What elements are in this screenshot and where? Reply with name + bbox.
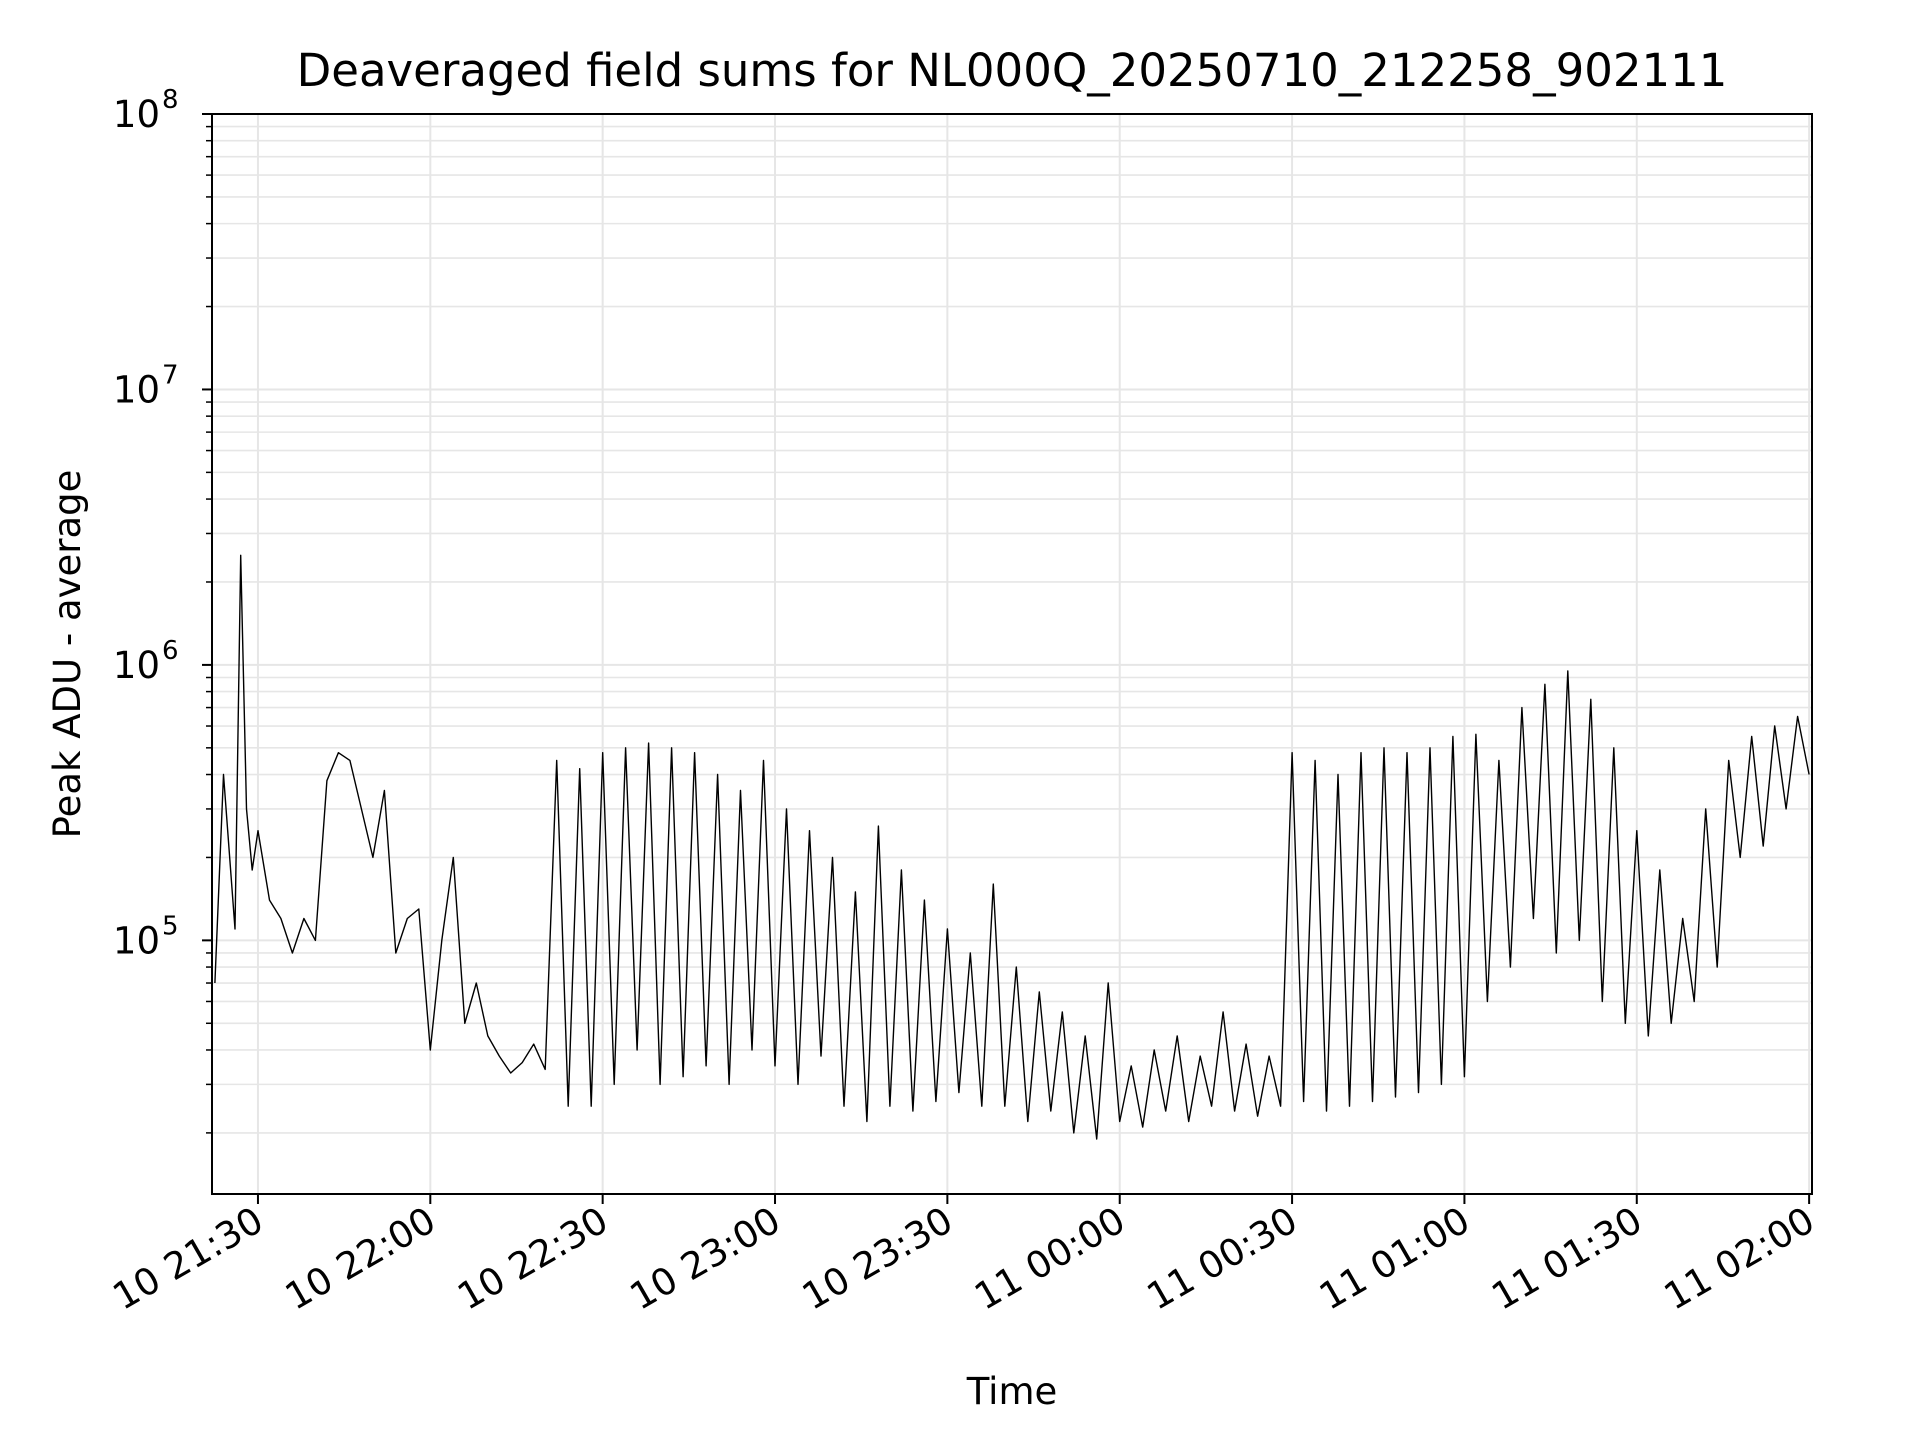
y-tick-exponent: 8: [162, 85, 179, 115]
y-tick-exponent: 6: [162, 636, 179, 666]
y-tick-label: 10: [113, 93, 160, 136]
x-axis-label: Time: [966, 1370, 1058, 1413]
y-axis-label: Peak ADU - average: [46, 470, 89, 839]
grid-lines: [212, 114, 1812, 1194]
y-tick-label: 10: [113, 368, 160, 411]
series-layer: [214, 554, 1810, 1140]
plot-frame: [211, 113, 1813, 1195]
y-tick-exponent: 7: [162, 360, 179, 390]
y-tick-label: 10: [113, 644, 160, 687]
series-line: [214, 554, 1810, 1140]
chart-title: Deaveraged field sums for NL000Q_2025071…: [297, 44, 1728, 97]
y-tick-exponent: 5: [162, 911, 179, 941]
y-tick-label: 10: [113, 919, 160, 962]
